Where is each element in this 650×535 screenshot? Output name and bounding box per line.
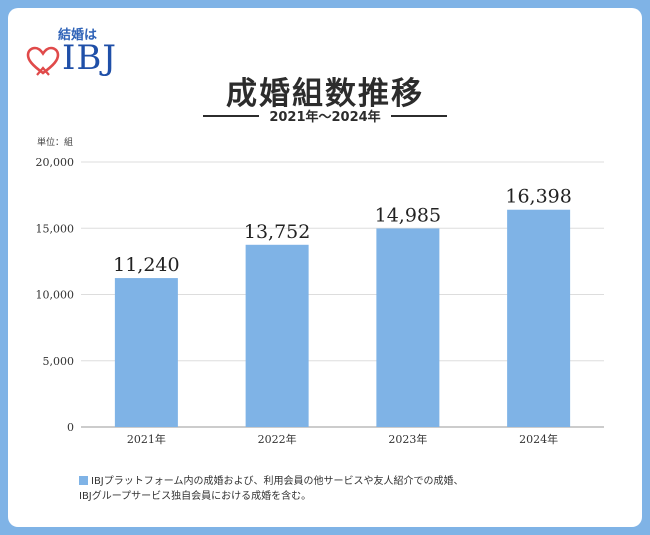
- x-tick-label: 2021年: [127, 432, 166, 446]
- bar: [507, 209, 571, 427]
- heart-icon: [26, 46, 60, 76]
- data-label: 13,752: [244, 221, 310, 243]
- bar: [245, 244, 309, 427]
- x-tick-label: 2023年: [388, 432, 427, 446]
- bar: [114, 278, 178, 427]
- subtitle-rule-left: [203, 114, 260, 117]
- chart-title: 成婚組数推移: [226, 76, 424, 112]
- subtitle-row: 2021年〜2024年: [8, 106, 642, 125]
- logo-wordmark: IBJ: [62, 38, 118, 78]
- bar: [376, 228, 440, 427]
- x-tick-label: 2024年: [519, 432, 558, 446]
- y-tick-label: 20,000: [36, 156, 75, 169]
- logo-tagline: 結婚は: [58, 28, 98, 43]
- chart-subtitle: 2021年〜2024年: [269, 110, 381, 125]
- chart-card: 結婚は IBJ 成婚組数推移 2021年〜2024年 単位：組 0 5,000 10…: [8, 8, 642, 527]
- y-tick-label: 10,000: [36, 289, 75, 302]
- footnote-text-1: IBJプラットフォーム内の成婚および、利用会員の他サービスや友人紹介での成婚、: [91, 476, 464, 487]
- x-tick-label: 2022年: [258, 432, 297, 446]
- bar-chart: 0 5,000 10,000 15,000 20,000 11,240 2021年 13,75…: [36, 156, 604, 446]
- footnote-line-1: IBJプラットフォーム内の成婚および、利用会員の他サービスや友人紹介での成婚、: [79, 474, 463, 489]
- data-label: 11,240: [113, 254, 179, 276]
- footnote-line-2: IBJグループサービス独自会員における成婚を含む。: [79, 491, 312, 502]
- ibj-logo: 結婚は IBJ: [26, 24, 136, 84]
- y-tick-label: 5,000: [43, 355, 75, 368]
- data-label: 16,398: [505, 186, 571, 208]
- data-label: 14,985: [375, 204, 441, 226]
- unit-label: 単位：組: [37, 138, 74, 148]
- y-tick-label: 0: [67, 421, 74, 434]
- footnote: IBJプラットフォーム内の成婚および、利用会員の他サービスや友人紹介での成婚、 …: [79, 474, 463, 504]
- y-tick-label: 15,000: [36, 222, 75, 235]
- legend-swatch: [79, 476, 88, 485]
- subtitle-rule-right: [390, 114, 447, 117]
